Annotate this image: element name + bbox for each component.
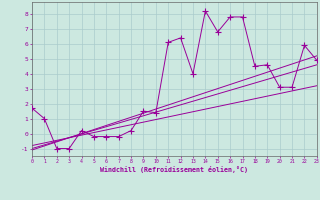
X-axis label: Windchill (Refroidissement éolien,°C): Windchill (Refroidissement éolien,°C): [100, 166, 248, 173]
